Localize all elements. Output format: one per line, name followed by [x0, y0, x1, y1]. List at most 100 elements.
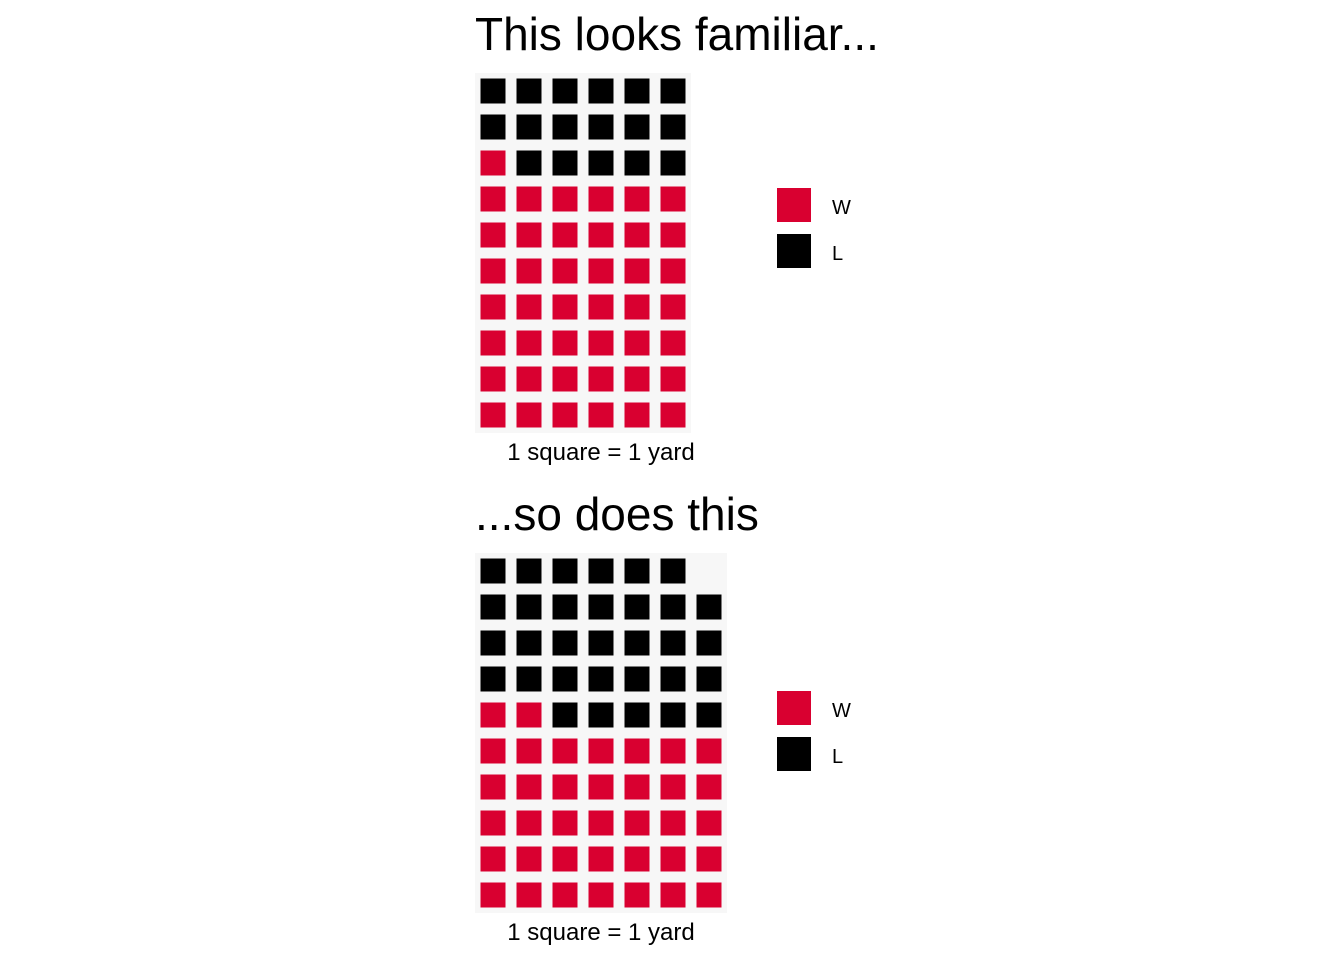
plot-background	[475, 73, 691, 433]
waffle-square-w	[660, 738, 686, 764]
waffle-square-w	[480, 258, 506, 284]
waffle-square-w	[480, 402, 506, 428]
waffle-square-w	[480, 294, 506, 320]
waffle-square-w	[480, 702, 506, 728]
waffle-square-w	[660, 402, 686, 428]
waffle-square-w	[588, 774, 614, 800]
legend-label-l: L	[832, 243, 843, 265]
waffle-square-w	[480, 774, 506, 800]
waffle-square-w	[552, 186, 578, 212]
waffle-square-l	[660, 78, 686, 104]
waffle-square-l	[516, 666, 542, 692]
waffle-square-w	[624, 846, 650, 872]
waffle-square-w	[660, 846, 686, 872]
x-axis-label: 1 square = 1 yard	[507, 439, 694, 466]
waffle-square-w	[516, 366, 542, 392]
waffle-square-l	[480, 630, 506, 656]
waffle-square-w	[588, 186, 614, 212]
waffle-square-w	[552, 402, 578, 428]
waffle-square-l	[660, 558, 686, 584]
waffle-square-l	[624, 150, 650, 176]
waffle-square-l	[516, 150, 542, 176]
waffle-square-w	[660, 186, 686, 212]
waffle-square-w	[516, 294, 542, 320]
waffle-square-l	[552, 630, 578, 656]
waffle-square-l	[552, 558, 578, 584]
waffle-square-l	[552, 666, 578, 692]
legend: W L	[777, 188, 851, 268]
waffle-square-w	[588, 738, 614, 764]
legend-key-l	[777, 234, 811, 268]
waffle-panel-1: This looks familiar... 1 square = 1 yard…	[475, 8, 879, 466]
waffle-square-w	[588, 366, 614, 392]
waffle-square-w	[588, 222, 614, 248]
waffle-square-w	[624, 330, 650, 356]
waffle-square-w	[552, 258, 578, 284]
waffle-square-l	[480, 78, 506, 104]
waffle-square-w	[480, 810, 506, 836]
waffle-square-w	[624, 258, 650, 284]
waffle-square-w	[552, 366, 578, 392]
waffle-square-l	[480, 594, 506, 620]
waffle-square-w	[696, 738, 722, 764]
waffle-square-w	[480, 222, 506, 248]
waffle-panel-2: ...so does this 1 square = 1 yard W L	[475, 488, 851, 946]
waffle-square-w	[516, 258, 542, 284]
waffle-square-w	[660, 222, 686, 248]
waffle-square-w	[624, 774, 650, 800]
waffle-square-l	[588, 78, 614, 104]
waffle-square-w	[516, 186, 542, 212]
waffle-square-l	[696, 666, 722, 692]
waffle-square-l	[552, 78, 578, 104]
waffle-squares	[480, 78, 686, 428]
waffle-square-w	[624, 294, 650, 320]
waffle-square-w	[516, 330, 542, 356]
waffle-square-l	[516, 114, 542, 140]
waffle-square-l	[516, 558, 542, 584]
waffle-square-l	[660, 702, 686, 728]
waffle-square-w	[624, 738, 650, 764]
waffle-square-w	[624, 366, 650, 392]
waffle-square-w	[552, 774, 578, 800]
waffle-square-w	[516, 846, 542, 872]
waffle-square-w	[696, 810, 722, 836]
legend-key-w	[777, 691, 811, 725]
chart-title: This looks familiar...	[475, 8, 879, 60]
legend-label-w: W	[832, 700, 851, 722]
legend-label-l: L	[832, 746, 843, 768]
waffle-squares	[480, 558, 722, 908]
waffle-square-w	[660, 258, 686, 284]
waffle-square-w	[516, 402, 542, 428]
waffle-square-l	[552, 150, 578, 176]
legend: W L	[777, 691, 851, 771]
waffle-square-w	[588, 846, 614, 872]
waffle-square-l	[516, 594, 542, 620]
waffle-square-w	[588, 882, 614, 908]
waffle-square-w	[516, 738, 542, 764]
waffle-square-w	[660, 294, 686, 320]
waffle-square-l	[480, 666, 506, 692]
waffle-square-w	[588, 810, 614, 836]
waffle-square-w	[552, 294, 578, 320]
waffle-square-w	[480, 366, 506, 392]
chart-title: ...so does this	[475, 488, 759, 540]
waffle-square-l	[516, 630, 542, 656]
waffle-square-w	[660, 330, 686, 356]
waffle-square-l	[660, 630, 686, 656]
waffle-square-w	[588, 330, 614, 356]
waffle-square-w	[624, 882, 650, 908]
waffle-square-l	[696, 594, 722, 620]
waffle-square-w	[624, 810, 650, 836]
waffle-square-l	[696, 630, 722, 656]
waffle-square-w	[516, 222, 542, 248]
waffle-square-l	[624, 78, 650, 104]
legend-key-w	[777, 188, 811, 222]
waffle-square-l	[660, 114, 686, 140]
waffle-square-l	[696, 702, 722, 728]
waffle-square-w	[552, 846, 578, 872]
waffle-square-w	[624, 402, 650, 428]
waffle-square-w	[480, 738, 506, 764]
waffle-square-w	[480, 150, 506, 176]
waffle-square-w	[480, 846, 506, 872]
waffle-square-w	[552, 222, 578, 248]
